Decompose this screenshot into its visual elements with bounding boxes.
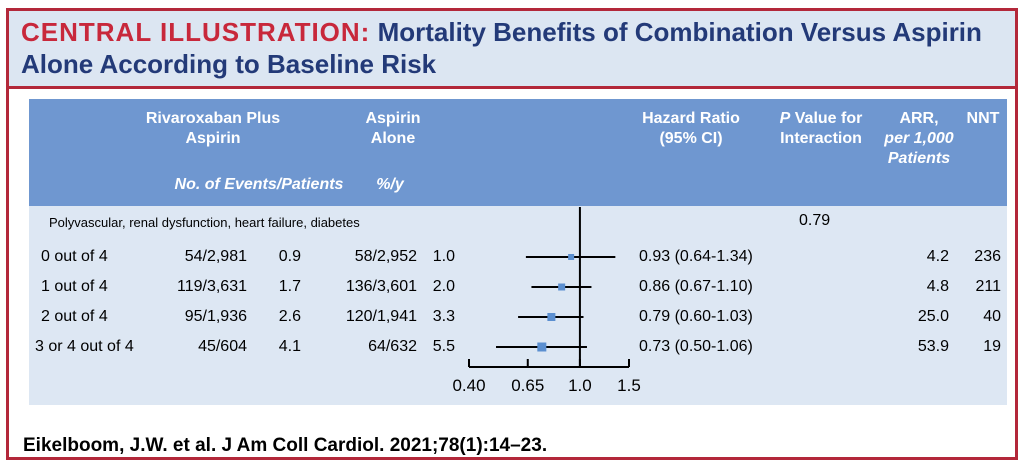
hr-point xyxy=(568,254,575,260)
header-p-line1: P Value for xyxy=(779,110,863,127)
asp-events: 120/1,941 xyxy=(345,308,417,325)
header-arr-line1: ARR, xyxy=(899,110,939,127)
asp-rate: 2.0 xyxy=(432,278,455,295)
header-rivaroxaban-line1: Rivaroxaban Plus xyxy=(145,110,281,127)
illustration-frame: CENTRAL ILLUSTRATION: Mortality Benefits… xyxy=(6,8,1018,460)
hr-text: 0.86 (0.67-1.10) xyxy=(639,278,753,295)
row-label: 2 out of 4 xyxy=(41,308,108,325)
nnt-value: 236 xyxy=(974,248,1001,265)
header-p-line2: Interaction xyxy=(780,130,862,147)
forest-table: Rivaroxaban Plus Aspirin Aspirin Alone N… xyxy=(29,99,1007,405)
x-tick-label: 1.5 xyxy=(617,376,641,395)
header-p-rest: Value for xyxy=(790,110,863,127)
asp-events: 136/3,601 xyxy=(345,278,417,295)
header-arr-line3: Patients xyxy=(887,150,951,167)
row-label: 1 out of 4 xyxy=(41,278,108,295)
hr-text: 0.79 (0.60-1.03) xyxy=(639,308,753,325)
header-events: No. of Events/Patients xyxy=(174,176,344,193)
header-aspirin-line2: Alone xyxy=(370,130,416,147)
citation: Eikelboom, J.W. et al. J Am Coll Cardiol… xyxy=(23,435,548,456)
riva-rate: 0.9 xyxy=(278,248,301,265)
title-line-1: CENTRAL ILLUSTRATION: Mortality Benefits… xyxy=(21,17,982,48)
arr-value: 4.2 xyxy=(926,248,949,265)
row-label: 0 out of 4 xyxy=(41,248,108,265)
asp-events: 58/2,952 xyxy=(354,248,417,265)
header-rate: %/y xyxy=(376,176,404,193)
riva-events: 119/3,631 xyxy=(177,278,247,295)
subgroup-label: Polyvascular, renal dysfunction, heart f… xyxy=(49,215,360,230)
title-bar: CENTRAL ILLUSTRATION: Mortality Benefits… xyxy=(9,11,1015,86)
riva-rate: 4.1 xyxy=(278,338,301,355)
header-hr-line1: Hazard Ratio xyxy=(642,110,740,127)
riva-rate: 1.7 xyxy=(278,278,301,295)
arr-value: 25.0 xyxy=(917,308,949,325)
header-aspirin-line1: Aspirin xyxy=(365,110,421,127)
hr-text: 0.73 (0.50-1.06) xyxy=(639,338,753,355)
header-arr-line2: per 1,000 xyxy=(884,130,954,147)
riva-events: 54/2,981 xyxy=(184,248,247,265)
header-hr-line2: (95% CI) xyxy=(659,130,723,147)
nnt-value: 19 xyxy=(983,338,1001,355)
arr-value: 53.9 xyxy=(917,338,949,355)
header-band xyxy=(29,99,1007,206)
riva-rate: 2.6 xyxy=(278,308,301,325)
hr-point xyxy=(547,313,556,321)
hr-text: 0.93 (0.64-1.34) xyxy=(639,248,753,265)
title-divider xyxy=(9,86,1015,89)
asp-rate: 1.0 xyxy=(432,248,455,265)
row-label: 3 or 4 out of 4 xyxy=(35,338,134,355)
title-text-1: Mortality Benefits of Combination Versus… xyxy=(377,17,982,47)
title-label: CENTRAL ILLUSTRATION: xyxy=(21,17,371,47)
hr-point xyxy=(558,283,566,291)
nnt-value: 40 xyxy=(983,308,1001,325)
x-tick-label: 0.40 xyxy=(452,376,485,395)
asp-rate: 3.3 xyxy=(432,308,455,325)
asp-events: 64/632 xyxy=(368,338,417,355)
header-rivaroxaban-line2: Aspirin xyxy=(185,130,241,147)
hr-point xyxy=(537,342,547,352)
riva-events: 95/1,936 xyxy=(184,308,247,325)
p-interaction-value: 0.79 xyxy=(799,212,831,229)
forest-plot: 0.40 0.65 1.0 1.5 xyxy=(452,207,641,395)
x-tick-label: 0.65 xyxy=(511,376,544,395)
x-tick-label: 1.0 xyxy=(568,376,592,395)
asp-rate: 5.5 xyxy=(432,338,455,355)
nnt-value: 211 xyxy=(975,278,1001,295)
arr-value: 4.8 xyxy=(926,278,949,295)
riva-events: 45/604 xyxy=(198,338,247,355)
title-line-2: Alone According to Baseline Risk xyxy=(21,49,437,79)
header-nnt: NNT xyxy=(966,110,1000,127)
